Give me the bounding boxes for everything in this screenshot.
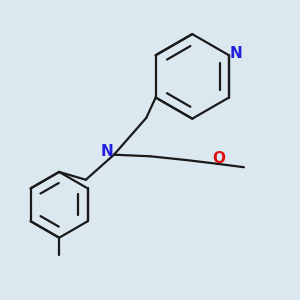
Text: N: N [230,46,242,61]
Text: N: N [101,144,113,159]
Text: O: O [212,151,225,166]
